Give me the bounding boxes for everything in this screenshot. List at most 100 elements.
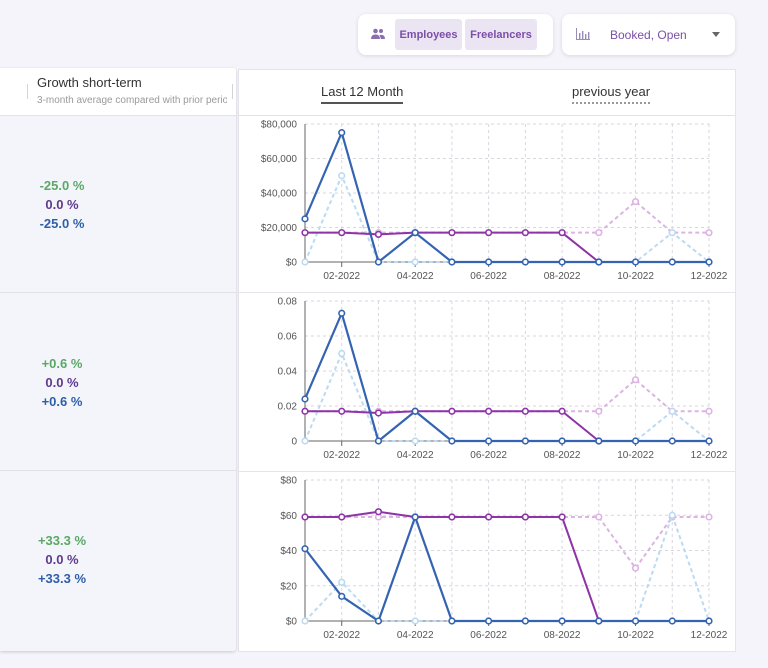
data-point[interactable]: [521, 437, 529, 445]
growth-header: Growth short-term 3-month average compar…: [0, 68, 236, 116]
data-point[interactable]: [374, 409, 383, 417]
data-point[interactable]: [301, 229, 309, 237]
y-tick-label: $40,000: [261, 189, 298, 200]
data-point[interactable]: [374, 508, 383, 516]
caret-down-icon[interactable]: [712, 32, 720, 37]
data-point[interactable]: [595, 513, 603, 521]
data-point[interactable]: [558, 258, 566, 266]
data-point[interactable]: [485, 407, 493, 415]
x-tick-label: 10-2022: [617, 450, 654, 461]
data-point[interactable]: [448, 437, 456, 445]
metric-select[interactable]: Booked, Open: [562, 14, 735, 55]
tab-last-12-month[interactable]: Last 12 Month: [321, 84, 404, 104]
y-tick-label: 0.04: [278, 367, 298, 378]
data-point[interactable]: [705, 258, 713, 266]
tab-previous-year[interactable]: previous year: [572, 84, 651, 104]
data-point[interactable]: [338, 349, 346, 358]
data-point[interactable]: [448, 513, 456, 521]
data-point[interactable]: [411, 513, 419, 521]
data-point[interactable]: [448, 229, 456, 237]
data-point[interactable]: [338, 172, 346, 180]
data-point[interactable]: [374, 617, 383, 625]
data-point[interactable]: [374, 230, 383, 238]
data-point[interactable]: [595, 437, 603, 445]
data-point[interactable]: [558, 437, 566, 445]
data-point[interactable]: [374, 258, 383, 266]
data-point[interactable]: [558, 229, 566, 237]
data-point[interactable]: [338, 407, 346, 415]
growth-value-purple: 0.0 %: [45, 197, 79, 212]
y-tick-label: $20: [280, 581, 297, 592]
data-point[interactable]: [448, 407, 456, 415]
data-point[interactable]: [521, 513, 529, 521]
data-point[interactable]: [668, 229, 676, 237]
data-point[interactable]: [631, 258, 640, 266]
data-point[interactable]: [301, 513, 309, 521]
data-point[interactable]: [485, 513, 493, 521]
series-line-blue-solid: [304, 515, 709, 623]
data-point[interactable]: [448, 617, 456, 625]
data-point[interactable]: [521, 258, 529, 266]
data-point[interactable]: [705, 513, 713, 521]
data-point[interactable]: [411, 617, 419, 625]
data-point[interactable]: [631, 376, 640, 384]
data-point[interactable]: [595, 407, 603, 415]
data-point[interactable]: [521, 229, 529, 237]
data-point[interactable]: [558, 513, 566, 521]
data-point[interactable]: [301, 545, 309, 553]
growth-row: +0.6 % 0.0 % +0.6 %: [0, 293, 236, 471]
y-tick-label: $20,000: [261, 223, 298, 234]
data-point[interactable]: [668, 511, 676, 519]
data-point[interactable]: [301, 215, 309, 223]
data-point[interactable]: [485, 437, 493, 445]
data-point[interactable]: [705, 437, 713, 445]
data-point[interactable]: [301, 395, 309, 403]
data-point[interactable]: [631, 437, 640, 445]
data-point[interactable]: [338, 129, 346, 137]
data-point[interactable]: [668, 617, 676, 625]
data-point[interactable]: [705, 229, 713, 237]
data-point[interactable]: [411, 229, 419, 237]
growth-value-green: -25.0 %: [39, 178, 85, 193]
x-tick-label: 10-2022: [617, 271, 654, 282]
data-point[interactable]: [411, 258, 419, 266]
column-resize-handle[interactable]: [232, 84, 233, 99]
data-point[interactable]: [631, 617, 640, 625]
chart-booked-amount: $0 $20,000 $40,000 $60,000 $80,000 02-2022 04-…: [261, 120, 728, 283]
data-point[interactable]: [668, 258, 676, 266]
data-point[interactable]: [485, 617, 493, 625]
data-point[interactable]: [668, 407, 676, 415]
data-point[interactable]: [595, 258, 603, 266]
freelancers-toggle[interactable]: Freelancers: [465, 19, 537, 50]
data-point[interactable]: [338, 229, 346, 237]
employees-toggle[interactable]: Employees: [395, 19, 462, 50]
data-point[interactable]: [411, 407, 419, 415]
data-point[interactable]: [558, 617, 566, 625]
data-point[interactable]: [301, 407, 309, 415]
data-point[interactable]: [521, 407, 529, 415]
data-point[interactable]: [301, 437, 309, 445]
x-tick-label: 02-2022: [323, 630, 360, 641]
data-point[interactable]: [705, 617, 713, 625]
data-point[interactable]: [668, 437, 676, 445]
y-tick-label: $60: [280, 511, 297, 522]
data-point[interactable]: [595, 617, 603, 625]
data-point[interactable]: [631, 564, 640, 572]
select-value: Booked, Open: [610, 28, 687, 42]
data-point[interactable]: [595, 229, 603, 237]
data-point[interactable]: [631, 198, 640, 206]
data-point[interactable]: [558, 407, 566, 415]
data-point[interactable]: [338, 513, 346, 521]
data-point[interactable]: [338, 578, 346, 586]
data-point[interactable]: [338, 309, 346, 317]
data-point[interactable]: [705, 407, 713, 415]
data-point[interactable]: [338, 592, 346, 600]
data-point[interactable]: [301, 617, 309, 625]
data-point[interactable]: [485, 229, 493, 237]
data-point[interactable]: [485, 258, 493, 266]
data-point[interactable]: [374, 437, 383, 445]
data-point[interactable]: [301, 258, 309, 266]
data-point[interactable]: [411, 437, 419, 445]
data-point[interactable]: [448, 258, 456, 266]
data-point[interactable]: [521, 617, 529, 625]
